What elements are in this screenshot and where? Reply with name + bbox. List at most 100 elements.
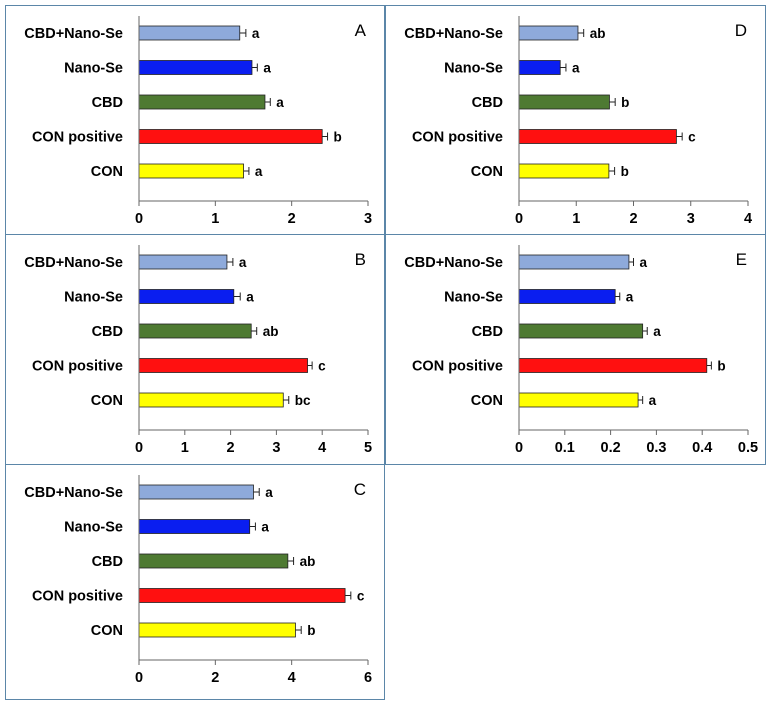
bar-nano-se — [138, 519, 251, 534]
chart-panel-e: E CBD+Nano-Se a Nano-Se a CBD a CON positive b CO… — [385, 234, 766, 465]
bar-cbd-nano-se — [138, 25, 241, 41]
x-tick-label: 6 — [364, 670, 372, 686]
bar-con-positive — [518, 129, 677, 144]
x-tick-label: 0 — [135, 211, 143, 227]
category-label-con: CON — [91, 393, 123, 409]
x-tick-label: 3 — [687, 211, 695, 227]
x-tick-label: 0.5 — [738, 440, 758, 456]
bar-con — [138, 392, 284, 408]
x-tick-label: 4 — [318, 440, 326, 456]
category-label-con: CON — [471, 393, 503, 409]
bar-con — [518, 163, 610, 179]
bar-con — [518, 392, 639, 408]
bar-con-positive — [518, 358, 708, 373]
panel-label-a: A — [355, 21, 367, 40]
category-label-con: CON — [471, 164, 503, 180]
x-tick-label: 2 — [288, 211, 296, 227]
category-label-con-positive: CON positive — [32, 130, 123, 146]
category-label-con-positive: CON positive — [412, 359, 503, 375]
category-label-cbd: CBD — [472, 324, 503, 340]
significance-label-con-positive: c — [357, 589, 365, 604]
significance-label-con: b — [621, 164, 629, 179]
x-tick-label: 1 — [181, 440, 189, 456]
category-label-cbd: CBD — [92, 554, 123, 570]
bar-con-positive — [138, 358, 308, 373]
x-tick-label: 0.3 — [646, 440, 666, 456]
chart-panel-c: C CBD+Nano-Se a Nano-Se a CBD ab CON positive c C… — [5, 464, 385, 700]
bar-cbd — [138, 94, 266, 110]
bar-con-positive — [138, 129, 323, 144]
bar-cbd — [138, 553, 289, 569]
chart-panel-b: B CBD+Nano-Se a Nano-Se a CBD ab CON positive c C… — [5, 234, 385, 465]
panel-label-e: E — [736, 250, 747, 269]
bar-nano-se — [518, 60, 561, 75]
panel-label-c: C — [354, 480, 366, 499]
x-tick-label: 0 — [135, 440, 143, 456]
chart-svg-b: B CBD+Nano-Se a Nano-Se a CBD ab CON positive c C… — [24, 245, 372, 456]
chart-panel-a: A CBD+Nano-Se a Nano-Se a CBD a CON positive b CO… — [5, 5, 385, 235]
chart-svg-a: A CBD+Nano-Se a Nano-Se a CBD a CON positive b CO… — [24, 16, 372, 227]
category-label-cbd-nano-se: CBD+Nano-Se — [404, 255, 503, 271]
x-tick-label: 0.1 — [555, 440, 575, 456]
significance-label-cbd-nano-se: a — [640, 255, 648, 270]
category-label-con: CON — [91, 623, 123, 639]
panel-label-b: B — [355, 250, 366, 269]
significance-label-con: a — [255, 164, 263, 179]
x-tick-label: 4 — [744, 211, 752, 227]
significance-label-nano-se: a — [261, 520, 269, 535]
bar-cbd-nano-se — [518, 254, 630, 270]
x-tick-label: 0 — [515, 440, 523, 456]
significance-label-con-positive: c — [318, 359, 326, 374]
chart-svg-c: C CBD+Nano-Se a Nano-Se a CBD ab CON positive c C… — [24, 475, 372, 686]
bar-nano-se — [518, 289, 616, 304]
category-label-cbd: CBD — [472, 95, 503, 111]
x-tick-label: 3 — [272, 440, 280, 456]
bar-cbd — [518, 94, 610, 110]
bar-nano-se — [138, 289, 235, 304]
x-tick-label: 0 — [135, 670, 143, 686]
significance-label-cbd-nano-se: a — [252, 26, 260, 41]
bar-cbd-nano-se — [138, 254, 228, 270]
category-label-nano-se: Nano-Se — [64, 61, 123, 77]
significance-label-cbd-nano-se: a — [239, 255, 247, 270]
significance-label-nano-se: a — [246, 290, 254, 305]
category-label-cbd: CBD — [92, 95, 123, 111]
significance-label-cbd: ab — [263, 324, 279, 339]
category-label-nano-se: Nano-Se — [64, 290, 123, 306]
panel-label-d: D — [735, 21, 747, 40]
significance-label-cbd: a — [653, 324, 661, 339]
bar-cbd — [518, 323, 644, 339]
x-tick-label: 2 — [211, 670, 219, 686]
significance-label-nano-se: a — [626, 290, 634, 305]
category-label-con-positive: CON positive — [32, 589, 123, 605]
category-label-con: CON — [91, 164, 123, 180]
category-label-nano-se: Nano-Se — [444, 290, 503, 306]
significance-label-con: a — [649, 393, 657, 408]
category-label-con-positive: CON positive — [412, 130, 503, 146]
category-label-nano-se: Nano-Se — [64, 520, 123, 536]
category-label-cbd: CBD — [92, 324, 123, 340]
x-tick-label: 2 — [629, 211, 637, 227]
category-label-con-positive: CON positive — [32, 359, 123, 375]
significance-label-cbd: a — [276, 95, 284, 110]
significance-label-con-positive: c — [688, 130, 696, 145]
bar-cbd — [138, 323, 252, 339]
chart-panel-d: D CBD+Nano-Se ab Nano-Se a CBD b CON positive c C… — [385, 5, 766, 235]
x-tick-label: 2 — [227, 440, 235, 456]
category-label-cbd-nano-se: CBD+Nano-Se — [404, 26, 503, 42]
category-label-cbd-nano-se: CBD+Nano-Se — [24, 485, 123, 501]
x-tick-label: 1 — [572, 211, 580, 227]
x-tick-label: 0.4 — [692, 440, 712, 456]
significance-label-cbd-nano-se: ab — [590, 26, 606, 41]
x-tick-label: 4 — [288, 670, 296, 686]
significance-label-con-positive: b — [334, 130, 342, 145]
significance-label-nano-se: a — [263, 61, 271, 76]
bar-con — [138, 622, 296, 638]
significance-label-cbd-nano-se: a — [265, 485, 273, 500]
significance-label-cbd: ab — [300, 554, 316, 569]
bar-cbd-nano-se — [518, 25, 579, 41]
category-label-nano-se: Nano-Se — [444, 61, 503, 77]
bar-nano-se — [138, 60, 253, 75]
significance-label-nano-se: a — [572, 61, 580, 76]
bar-con — [138, 163, 244, 179]
